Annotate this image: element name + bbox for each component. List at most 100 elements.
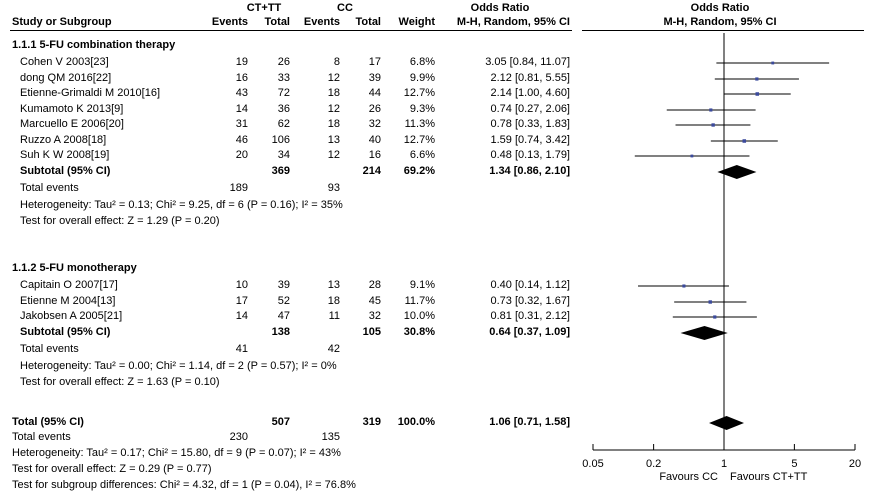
study-odds-ratio: 0.78 [0.33, 1.83] <box>490 118 570 130</box>
study-events1: 43 <box>235 87 248 99</box>
study-total1: 34 <box>277 149 290 161</box>
x-tick-label: 20 <box>849 458 861 470</box>
study-events1: 14 <box>235 310 248 322</box>
study-name: dong QM 2016[22] <box>20 72 112 84</box>
study-events1: 14 <box>235 103 248 115</box>
study-weight: 10.0% <box>403 310 435 322</box>
odds-ratio-header: Odds Ratio <box>470 2 530 14</box>
overall-effect-text: Test for overall effect: Z = 1.63 (P = 0… <box>20 376 220 388</box>
subgroup-differences-text: Test for subgroup differences: Chi² = 4.… <box>12 479 356 491</box>
events1-header: Events <box>211 16 248 28</box>
study-point-estimate <box>690 154 694 158</box>
subtotal-total1: 138 <box>271 326 290 338</box>
x-tick-label: 0.2 <box>646 458 661 470</box>
study-odds-ratio: 0.73 [0.32, 1.67] <box>490 295 570 307</box>
group1-header: CT+TT <box>246 2 282 14</box>
study-events2: 18 <box>327 87 340 99</box>
study-odds-ratio: 2.14 [1.00, 4.60] <box>490 87 570 99</box>
method-header: M-H, Random, 95% CI <box>456 16 570 28</box>
study-weight: 12.7% <box>403 87 435 99</box>
study-events1: 19 <box>235 56 248 68</box>
study-name: Ruzzo A 2008[18] <box>20 134 107 146</box>
study-total2: 16 <box>368 149 381 161</box>
study-point-estimate <box>771 61 775 65</box>
study-odds-ratio: 1.59 [0.74, 3.42] <box>490 134 570 146</box>
total-events-label: Total events <box>20 343 79 355</box>
subgroup-events2: 93 <box>327 182 340 194</box>
study-weight: 9.9% <box>409 72 435 84</box>
study-name: Suh K W 2008[19] <box>20 149 110 161</box>
study-events1: 17 <box>235 295 248 307</box>
study-column-header: Study or Subgroup <box>12 16 112 28</box>
total-weight: 100.0% <box>397 416 435 428</box>
group2-header: CC <box>337 2 353 14</box>
study-events1: 31 <box>235 118 248 130</box>
heterogeneity-text: Heterogeneity: Tau² = 0.00; Chi² = 1.14,… <box>20 360 337 372</box>
study-point-estimate <box>713 315 717 319</box>
study-odds-ratio: 0.81 [0.31, 2.12] <box>490 310 570 322</box>
weight-header: Weight <box>398 16 435 28</box>
study-point-estimate <box>711 123 715 127</box>
study-odds-ratio: 3.05 [0.84, 11.07] <box>485 56 570 68</box>
subtotal-weight: 69.2% <box>403 165 435 177</box>
subtotal-label: Subtotal (95% CI) <box>20 326 111 338</box>
subgroup-title: 1.1.1 5-FU combination therapy <box>12 39 176 51</box>
study-weight: 11.3% <box>404 118 435 130</box>
subgroup-events1: 41 <box>235 343 248 355</box>
study-total1: 39 <box>277 279 290 291</box>
study-total2: 32 <box>368 118 381 130</box>
study-events2: 13 <box>327 279 340 291</box>
study-events2: 12 <box>327 72 340 84</box>
study-point-estimate <box>755 77 759 81</box>
study-events2: 18 <box>327 295 340 307</box>
subgroup-title: 1.1.2 5-FU monotherapy <box>12 262 137 274</box>
pooled-diamond <box>717 165 757 179</box>
study-odds-ratio: 0.40 [0.14, 1.12] <box>490 279 570 291</box>
x-tick-label: 1 <box>721 458 727 470</box>
study-point-estimate <box>755 92 760 96</box>
study-weight: 6.8% <box>409 56 435 68</box>
study-name: Cohen V 2003[23] <box>20 56 109 68</box>
study-total1: 72 <box>277 87 290 99</box>
heterogeneity-text: Heterogeneity: Tau² = 0.13; Chi² = 9.25,… <box>20 199 343 211</box>
study-total2: 44 <box>368 87 381 99</box>
study-weight: 9.1% <box>409 279 435 291</box>
study-total2: 26 <box>368 103 381 115</box>
study-point-estimate <box>708 300 712 304</box>
study-events2: 12 <box>327 149 340 161</box>
x-tick-label: 0.05 <box>582 458 603 470</box>
total-events2: 135 <box>321 431 340 443</box>
study-total1: 62 <box>277 118 290 130</box>
total-heterogeneity-text: Heterogeneity: Tau² = 0.17; Chi² = 15.80… <box>12 447 341 459</box>
subtotal-odds-ratio: 1.34 [0.86, 2.10] <box>489 165 570 177</box>
odds-ratio-plot-header: Odds Ratio <box>690 2 750 14</box>
study-name: Etienne-Grimaldi M 2010[16] <box>20 87 161 99</box>
study-weight: 9.3% <box>409 103 435 115</box>
study-total1: 47 <box>277 310 290 322</box>
subtotal-label: Subtotal (95% CI) <box>20 165 111 177</box>
study-events2: 18 <box>327 118 340 130</box>
study-weight: 12.7% <box>403 134 435 146</box>
study-name: Etienne M 2004[13] <box>20 295 116 307</box>
study-weight: 11.7% <box>404 295 435 307</box>
favours-left-label: Favours CC <box>659 471 718 483</box>
x-tick-label: 5 <box>791 458 797 470</box>
total-events1: 230 <box>229 431 248 443</box>
study-name: Kumamoto K 2013[9] <box>20 103 124 115</box>
study-name: Jakobsen A 2005[21] <box>20 310 123 322</box>
total-label: Total (95% CI) <box>12 416 84 428</box>
study-point-estimate <box>682 284 686 288</box>
study-point-estimate <box>742 139 747 143</box>
method-plot-header: M-H, Random, 95% CI <box>663 16 777 28</box>
events2-header: Events <box>303 16 340 28</box>
study-total1: 52 <box>277 295 290 307</box>
subtotal-odds-ratio: 0.64 [0.37, 1.09] <box>489 326 570 338</box>
study-name: Capitain O 2007[17] <box>20 279 118 291</box>
study-total2: 45 <box>368 295 381 307</box>
total-overall-effect-text: Test for overall effect: Z = 0.29 (P = 0… <box>12 463 212 475</box>
total-events-label: Total events <box>12 431 71 443</box>
total-total1: 507 <box>271 416 290 428</box>
total-total2: 319 <box>362 416 381 428</box>
total2-header: Total <box>355 16 381 28</box>
